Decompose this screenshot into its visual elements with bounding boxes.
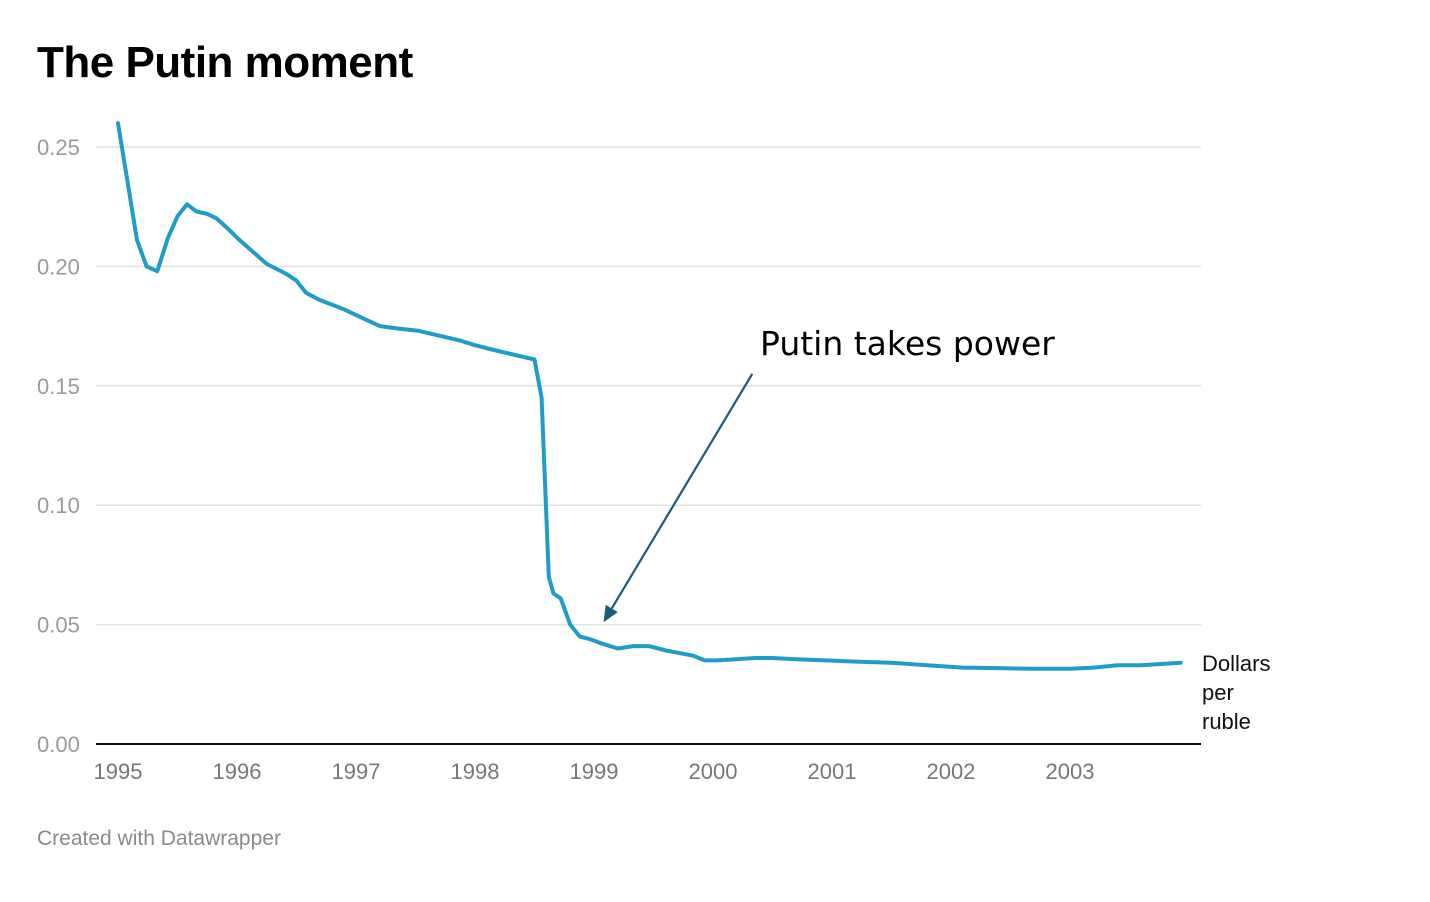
y-tick-label: 0.05	[37, 613, 80, 638]
x-tick-label: 1996	[213, 759, 262, 784]
y-tick-label: 0.00	[37, 732, 80, 757]
x-tick-label: 1998	[451, 759, 500, 784]
x-tick-label: 1995	[94, 759, 143, 784]
x-tick-label: 2003	[1046, 759, 1095, 784]
series-label: Dollars per ruble	[1202, 651, 1270, 734]
annotation-text: Putin takes power	[760, 324, 1055, 363]
arrowhead-icon	[603, 604, 618, 623]
series-line-dollars-per-ruble	[116, 121, 1183, 671]
x-tick-label: 2000	[689, 759, 738, 784]
x-axis-ticks: 1995 1996 1997 1998 1999 2000 2001 2002 2003	[94, 759, 1095, 784]
series-label-line: per	[1202, 680, 1234, 705]
x-tick-label: 1999	[570, 759, 619, 784]
x-tick-label: 2002	[927, 759, 976, 784]
gridlines	[96, 146, 1201, 626]
series-label-line: Dollars	[1202, 651, 1270, 676]
x-tick-label: 1997	[332, 759, 381, 784]
y-tick-label: 0.25	[37, 135, 80, 160]
y-tick-label: 0.15	[37, 374, 80, 399]
y-tick-label: 0.20	[37, 254, 80, 279]
series-label-line: ruble	[1202, 709, 1251, 734]
y-axis-ticks: 0.00 0.05 0.10 0.15 0.20 0.25	[37, 135, 80, 757]
annotation-putin-takes-power: Putin takes power	[603, 324, 1055, 623]
y-tick-label: 0.10	[37, 493, 80, 518]
annotation-arrow-line	[610, 373, 754, 610]
credit-footer: Created with Datawrapper	[37, 827, 281, 850]
chart-title: The Putin moment	[37, 38, 413, 87]
x-tick-label: 2001	[808, 759, 857, 784]
